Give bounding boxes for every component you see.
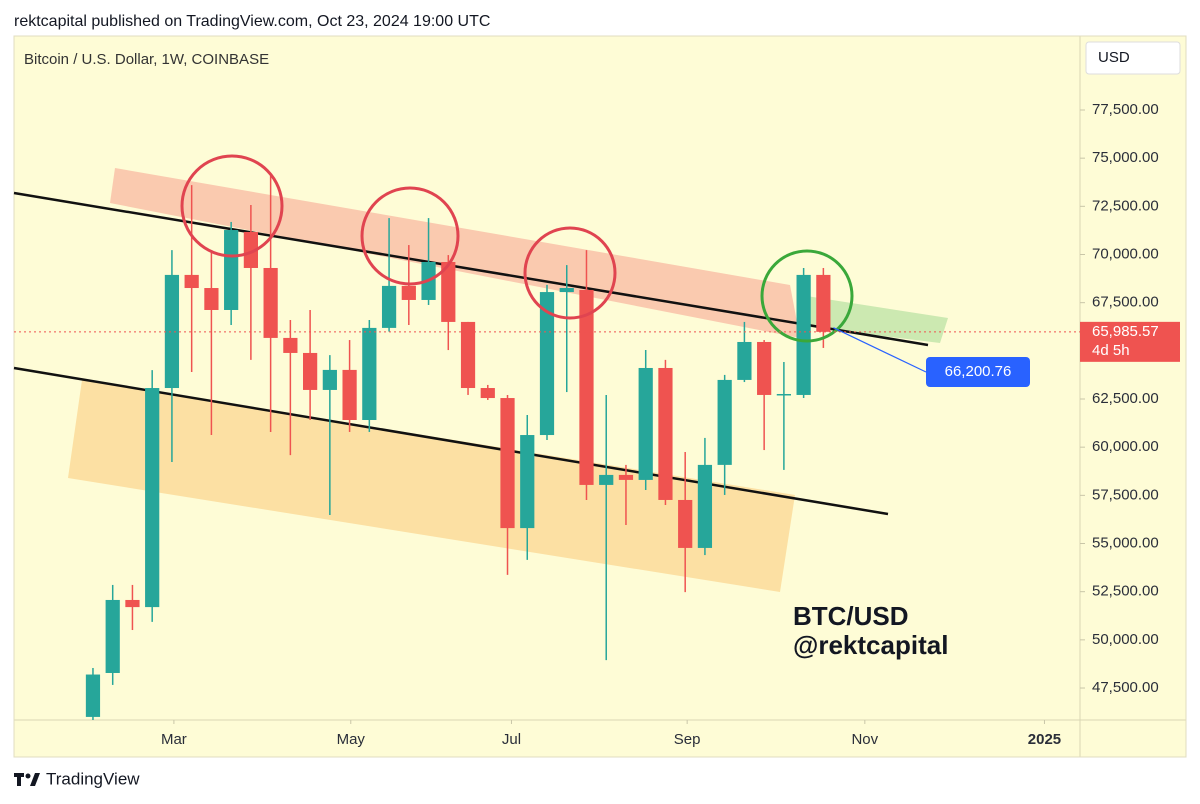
callout-connector (833, 327, 927, 373)
x-tick-label: Mar (161, 731, 187, 748)
y-tick-label: 67,500.00 (1092, 294, 1159, 311)
frame (13, 35, 1187, 758)
brand: TradingView (14, 769, 140, 788)
chart-background (14, 36, 1186, 757)
rejection-circle (360, 186, 460, 286)
logo (30, 773, 40, 786)
candle-body (776, 393, 791, 396)
x-tick-label: Nov (851, 731, 878, 748)
symbol-info: Bitcoin / U.S. Dollar, 1W, COINBASE (24, 51, 269, 68)
support-zone (68, 380, 795, 592)
y-tick-label: 62,500.00 (1092, 390, 1159, 407)
y-tick-label: 72,500.00 (1092, 197, 1159, 214)
candle-body (145, 388, 160, 608)
watermark: BTC/USD (793, 601, 909, 631)
y-tick-label: 57,500.00 (1092, 486, 1159, 503)
candle-body (796, 274, 811, 395)
candle-body (204, 288, 219, 310)
currency-button[interactable] (1085, 41, 1181, 75)
y-tick-label: 60,000.00 (1092, 438, 1159, 455)
candle-body (381, 285, 397, 328)
candle-body (678, 499, 693, 548)
y-tick-label: 77,500.00 (1092, 101, 1159, 118)
candle-body (618, 474, 634, 480)
candle-body (441, 262, 456, 322)
annotations (180, 154, 854, 343)
candle-body (263, 267, 278, 338)
candle-body (105, 599, 120, 673)
x-tick-label: Jul (502, 731, 521, 748)
candle-body (757, 341, 772, 395)
x-tick-label: 2025 (1028, 731, 1061, 748)
candle-body (303, 352, 318, 390)
currency-label: USD (1098, 49, 1130, 66)
candle-body (85, 674, 101, 717)
x-tick-label: Sep (674, 731, 701, 748)
y-tick-label: 50,000.00 (1092, 631, 1159, 648)
candle-body (539, 292, 555, 436)
candle-body (599, 474, 614, 485)
candle-body (322, 369, 337, 390)
y-tick-label: 47,500.00 (1092, 679, 1159, 696)
candle-body (401, 285, 416, 300)
candle-body (342, 369, 357, 421)
y-tick-label: 75,000.00 (1092, 149, 1159, 166)
publish-title: rektcapital published on TradingView.com… (14, 13, 490, 30)
candle-body (164, 274, 180, 389)
logo (25, 773, 31, 779)
rejection-circle (523, 226, 617, 320)
candle-body (283, 337, 298, 353)
candle-body (460, 321, 476, 389)
candle-body (737, 341, 752, 380)
candle-body (559, 288, 574, 293)
watermark: @rektcapital (793, 630, 948, 660)
logo (17, 773, 21, 786)
lower-trendline (13, 366, 889, 516)
candle-body (579, 289, 594, 485)
candle-body (362, 327, 377, 421)
candle-body (658, 367, 673, 500)
candle-body (638, 367, 653, 480)
y-tick-label: 52,500.00 (1092, 583, 1159, 600)
breakout-circle (760, 249, 854, 343)
candle-body (697, 464, 713, 548)
rejection-circle (180, 154, 284, 258)
countdown-label: 4d 5h (1092, 342, 1130, 359)
brand-name: TradingView (46, 769, 140, 788)
candle-body (243, 231, 258, 268)
last-price-label: 65,985.57 (1092, 323, 1159, 340)
y-tick-label: 55,000.00 (1092, 534, 1159, 551)
upper-trendline (13, 191, 929, 347)
x-tick-label: May (337, 731, 366, 748)
last-price-badge (1080, 321, 1180, 362)
candle-body (224, 230, 239, 310)
candle-body (816, 274, 831, 332)
target-zone (800, 295, 948, 343)
candle-body (500, 398, 515, 529)
candle-body (717, 379, 732, 465)
candle-body (184, 274, 199, 289)
candle-body (480, 388, 495, 399)
candles (85, 174, 831, 720)
candle-body (520, 435, 535, 529)
y-tick-label: 70,000.00 (1092, 245, 1159, 262)
callout-label: 66,200.76 (945, 363, 1012, 380)
callout-box (926, 357, 1030, 387)
candle-body (125, 599, 140, 608)
